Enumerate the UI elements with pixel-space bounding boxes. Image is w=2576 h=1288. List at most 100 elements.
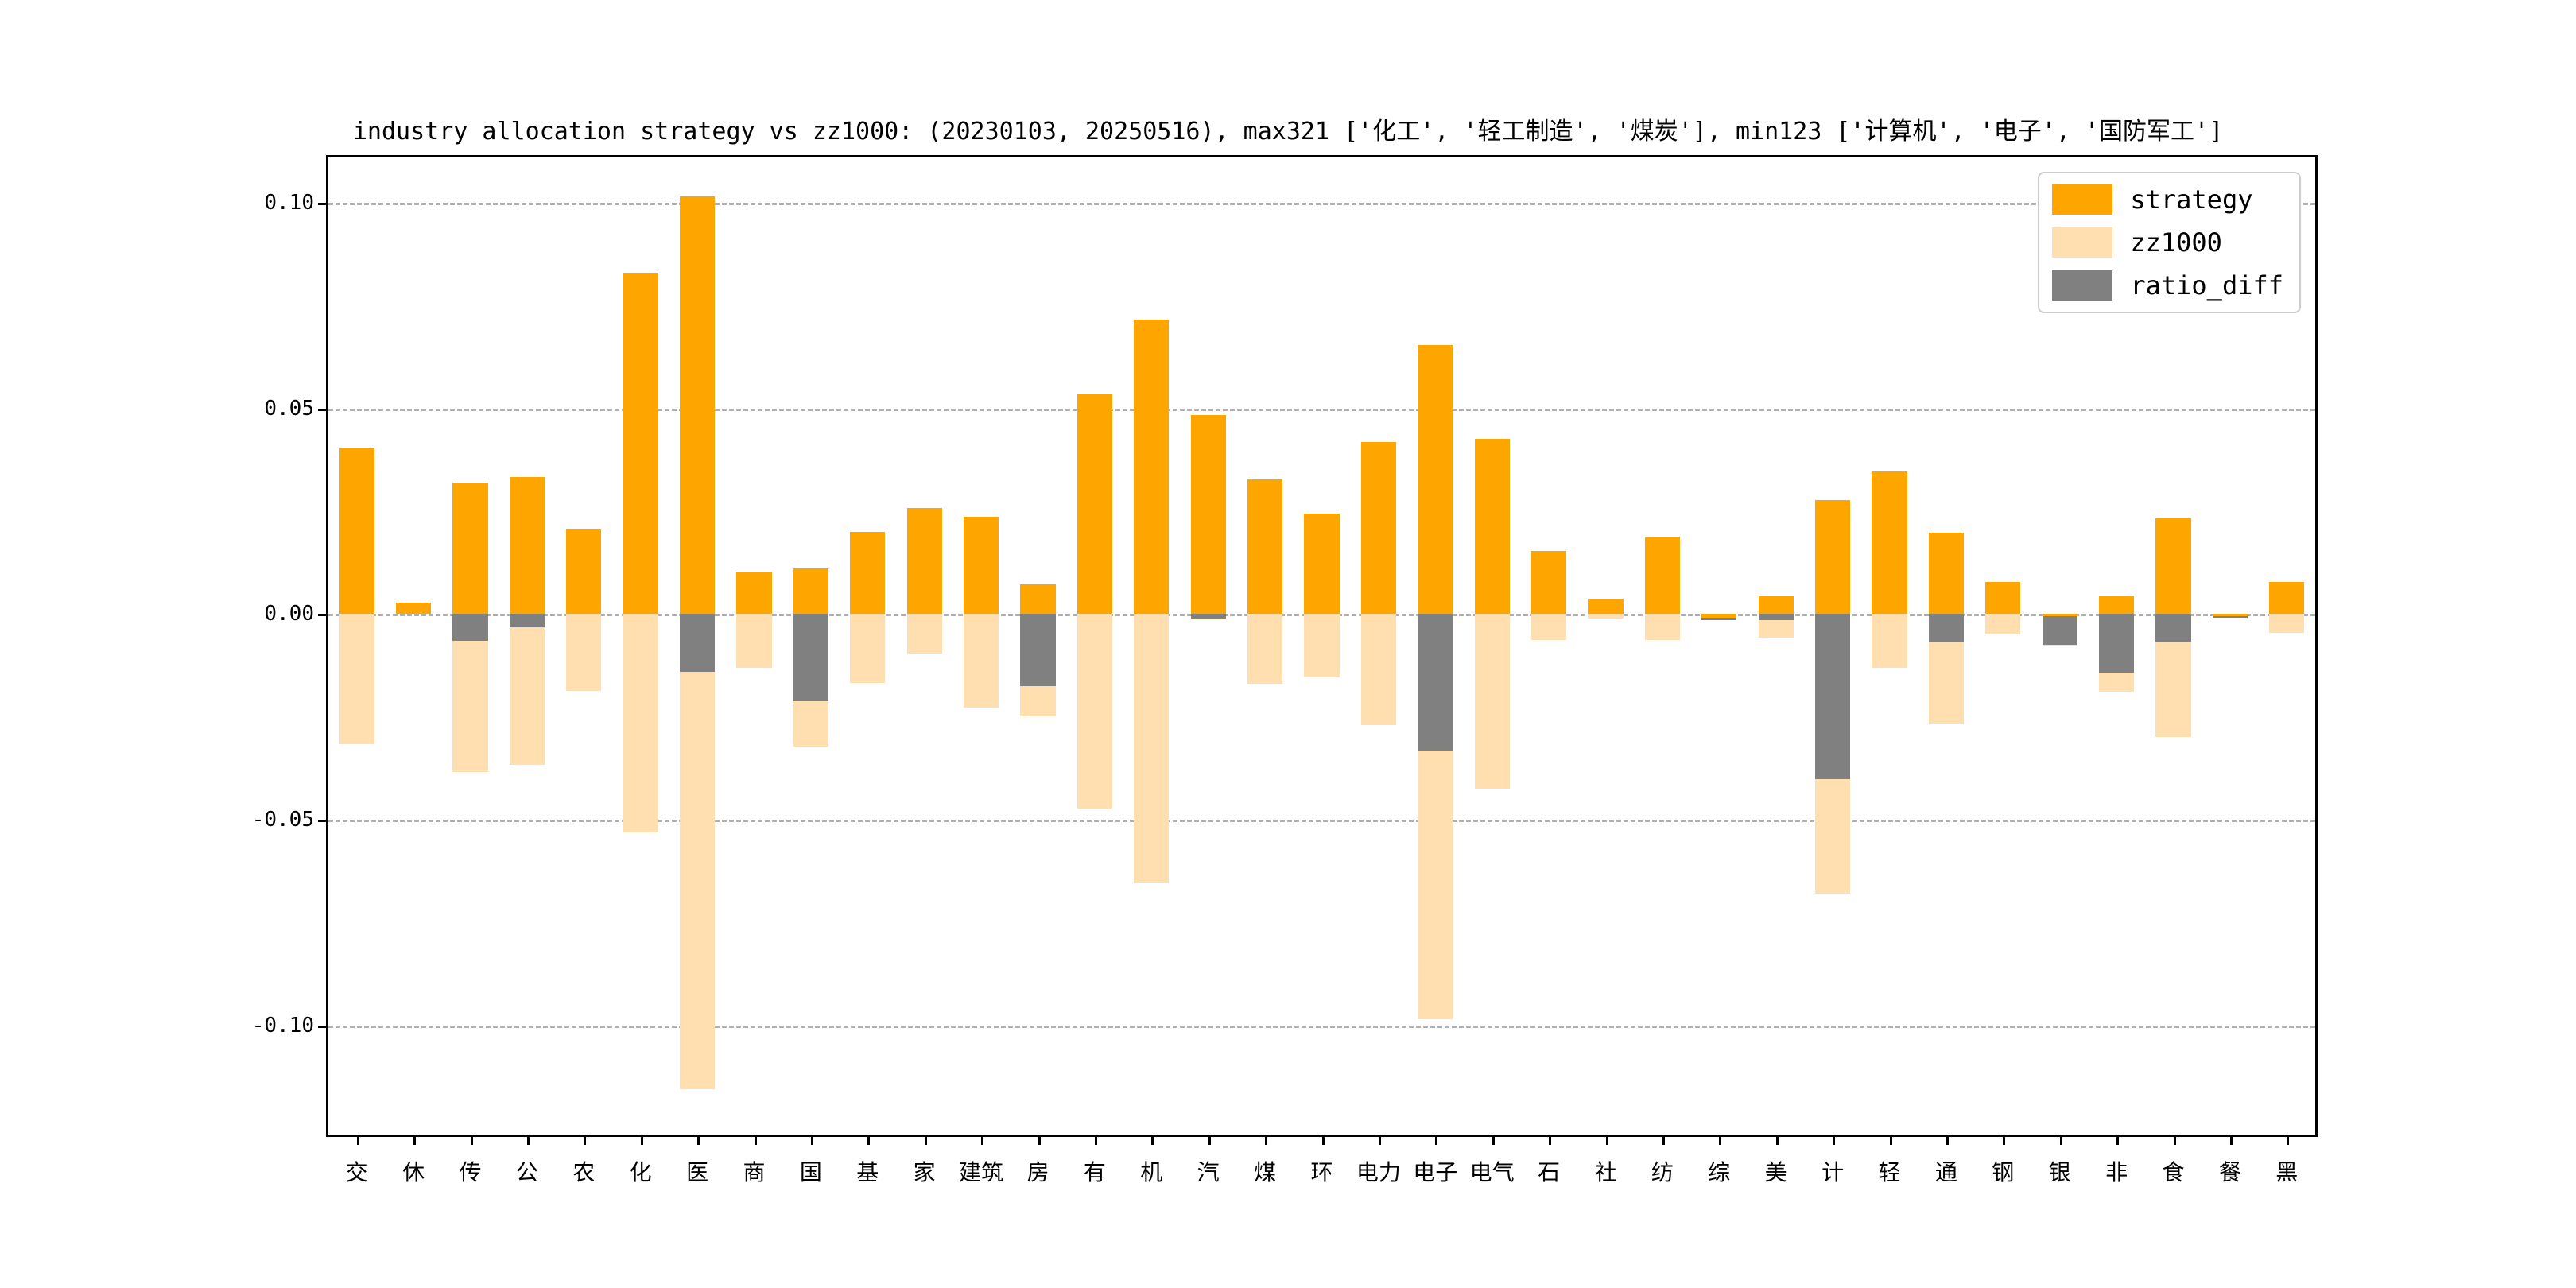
legend-label-zz1000: zz1000 [2130, 227, 2222, 258]
bar-strategy [339, 447, 374, 615]
x-tick-label: 非 [2105, 1159, 2128, 1185]
bar-strategy [963, 517, 999, 615]
x-tick-label: 餐 [2218, 1159, 2241, 1185]
bar-ratio_diff [509, 614, 545, 627]
x-tick-label: 银 [2048, 1159, 2071, 1185]
bar-strategy [566, 528, 602, 615]
x-tick-label: 综 [1708, 1159, 1731, 1185]
bar-zz1000 [1304, 614, 1340, 677]
y-tick-mark [318, 614, 328, 617]
x-tick-label: 电气 [1469, 1159, 1515, 1185]
x-tick-mark [1833, 1135, 1836, 1145]
x-tick-mark [640, 1135, 643, 1145]
legend-item-strategy[interactable]: strategy [2052, 184, 2283, 215]
bar-ratio_diff [1758, 614, 1794, 620]
bar-zz1000 [850, 614, 886, 684]
bar-strategy [793, 568, 829, 615]
bar-strategy [1644, 537, 1681, 615]
x-tick-mark [1378, 1135, 1381, 1145]
x-tick-label: 石 [1538, 1159, 1561, 1185]
bar-zz1000 [1134, 614, 1170, 883]
x-tick-mark [981, 1135, 984, 1145]
bar-strategy [623, 272, 658, 615]
x-tick-label: 房 [1026, 1159, 1049, 1185]
y-tick-mark [318, 202, 328, 205]
x-tick-label: 电子 [1413, 1159, 1458, 1185]
plot-area: 交休传公农化医商国基家建筑房有机汽煤环电力 电子 电气石社纺综美计轻通钢银非食餐黑 … [252, 155, 2318, 1185]
bar-zz1000 [1872, 614, 1907, 669]
x-tick-mark [356, 1135, 359, 1145]
bar-zz1000 [1360, 614, 1397, 726]
bar-ratio_diff [2042, 614, 2077, 646]
x-tick-mark [1492, 1135, 1495, 1145]
bar-zz1000 [963, 614, 999, 708]
bar-strategy [2042, 614, 2077, 617]
x-tick-label: 基 [856, 1159, 879, 1185]
x-tick-mark [1094, 1135, 1097, 1145]
x-tick-mark [924, 1135, 927, 1145]
bar-strategy [1190, 414, 1226, 615]
bar-ratio_diff [2155, 614, 2191, 642]
x-tick-label: 社 [1594, 1159, 1617, 1185]
bar-strategy [1985, 581, 2021, 615]
bar-zz1000 [339, 614, 374, 745]
y-tick-mark [318, 1025, 328, 1028]
y-tick-label: 0.10 [264, 190, 314, 215]
bar-strategy [2098, 595, 2135, 615]
x-tick-label: 食 [2162, 1159, 2185, 1185]
y-tick-label: 0.00 [264, 602, 314, 627]
bar-strategy [1134, 319, 1170, 615]
x-tick-label: 休 [402, 1159, 425, 1185]
bar-zz1000 [509, 614, 545, 765]
bar-strategy [906, 507, 942, 615]
bar-strategy [679, 196, 716, 615]
x-tick-mark [1549, 1135, 1552, 1145]
x-tick-mark [413, 1135, 417, 1145]
legend-item-zz1000[interactable]: zz1000 [2052, 227, 2283, 258]
x-tick-mark [1208, 1135, 1211, 1145]
bar-zz1000 [1077, 614, 1113, 809]
x-tick-mark [584, 1135, 587, 1145]
x-tick-label: 农 [572, 1159, 596, 1185]
bar-ratio_diff [679, 614, 716, 672]
bar-ratio_diff [2098, 614, 2135, 673]
x-tick-mark [1662, 1135, 1665, 1145]
bar-strategy [1247, 479, 1283, 615]
bar-zz1000 [2269, 614, 2305, 634]
bar-zz1000 [566, 614, 602, 691]
x-tick-label: 电力 [1356, 1159, 1401, 1185]
bar-zz1000 [1530, 614, 1567, 640]
bar-strategy [1701, 614, 1737, 618]
x-tick-label: 纺 [1651, 1159, 1674, 1185]
x-tick-mark [810, 1135, 813, 1145]
bar-zz1000 [679, 614, 716, 1090]
x-tick-mark [470, 1135, 473, 1145]
x-tick-label: 有 [1083, 1159, 1106, 1185]
legend-swatch-zz1000 [2052, 227, 2113, 258]
bar-zz1000 [623, 614, 658, 832]
bar-zz1000 [1474, 614, 1510, 789]
y-tick-label: 0.05 [264, 396, 314, 421]
x-tick-mark [2229, 1135, 2233, 1145]
chart-legend[interactable]: strategy zz1000 ratio_diff [2038, 172, 2301, 313]
bar-strategy [1530, 550, 1567, 615]
x-tick-label: 建筑 [959, 1159, 1004, 1185]
chart-title: industry allocation strategy vs zz1000: … [352, 118, 2224, 145]
bar-strategy [452, 483, 488, 615]
x-tick-mark [1719, 1135, 1722, 1145]
bar-ratio_diff [1020, 614, 1056, 687]
x-tick-mark [2059, 1135, 2062, 1145]
y-tick-label: -0.10 [251, 1013, 314, 1038]
x-tick-mark [697, 1135, 700, 1145]
y-tick-mark [318, 820, 328, 823]
bar-strategy [2269, 582, 2305, 615]
x-tick-mark [867, 1135, 871, 1145]
bar-ratio_diff [1190, 614, 1226, 619]
legend-item-ratio_diff[interactable]: ratio_diff [2052, 270, 2283, 301]
x-tick-mark [1151, 1135, 1154, 1145]
bar-strategy [1360, 441, 1397, 615]
x-tick-label: 传 [459, 1159, 482, 1185]
bar-strategy [1928, 533, 1965, 615]
x-tick-mark [754, 1135, 757, 1145]
